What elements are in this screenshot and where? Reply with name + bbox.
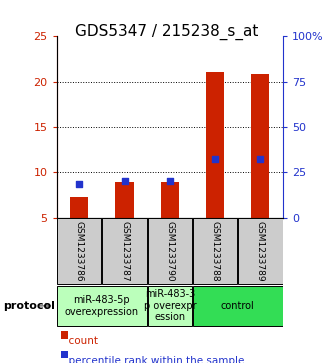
Text: GSM1233787: GSM1233787 xyxy=(120,221,129,282)
Text: miR-483-5p
overexpression: miR-483-5p overexpression xyxy=(65,295,139,317)
Point xyxy=(212,156,218,162)
Bar xyxy=(206,72,224,218)
Text: GDS5347 / 215238_s_at: GDS5347 / 215238_s_at xyxy=(75,24,258,40)
Text: miR-483-3
p overexpr
ession: miR-483-3 p overexpr ession xyxy=(144,289,196,322)
Bar xyxy=(193,219,237,284)
Bar xyxy=(116,182,134,218)
Text: GSM1233790: GSM1233790 xyxy=(165,221,174,282)
Bar xyxy=(57,219,102,284)
Bar xyxy=(148,219,192,284)
Bar xyxy=(193,286,283,326)
Text: percentile rank within the sample: percentile rank within the sample xyxy=(62,356,244,363)
Text: GSM1233788: GSM1233788 xyxy=(210,221,220,282)
Text: GSM1233789: GSM1233789 xyxy=(256,221,265,282)
Text: GSM1233786: GSM1233786 xyxy=(75,221,84,282)
Point xyxy=(77,181,82,187)
Bar xyxy=(251,74,269,218)
Text: count: count xyxy=(62,336,98,346)
Point xyxy=(258,156,263,162)
Text: protocol: protocol xyxy=(3,301,55,311)
Bar xyxy=(61,331,68,339)
Point xyxy=(167,178,172,183)
Bar xyxy=(148,286,192,326)
Bar xyxy=(238,219,283,284)
Bar xyxy=(161,182,179,218)
Bar xyxy=(61,351,68,358)
Point xyxy=(122,178,127,183)
Bar xyxy=(102,219,147,284)
Bar xyxy=(57,286,147,326)
Text: control: control xyxy=(221,301,255,311)
Bar xyxy=(70,197,88,218)
